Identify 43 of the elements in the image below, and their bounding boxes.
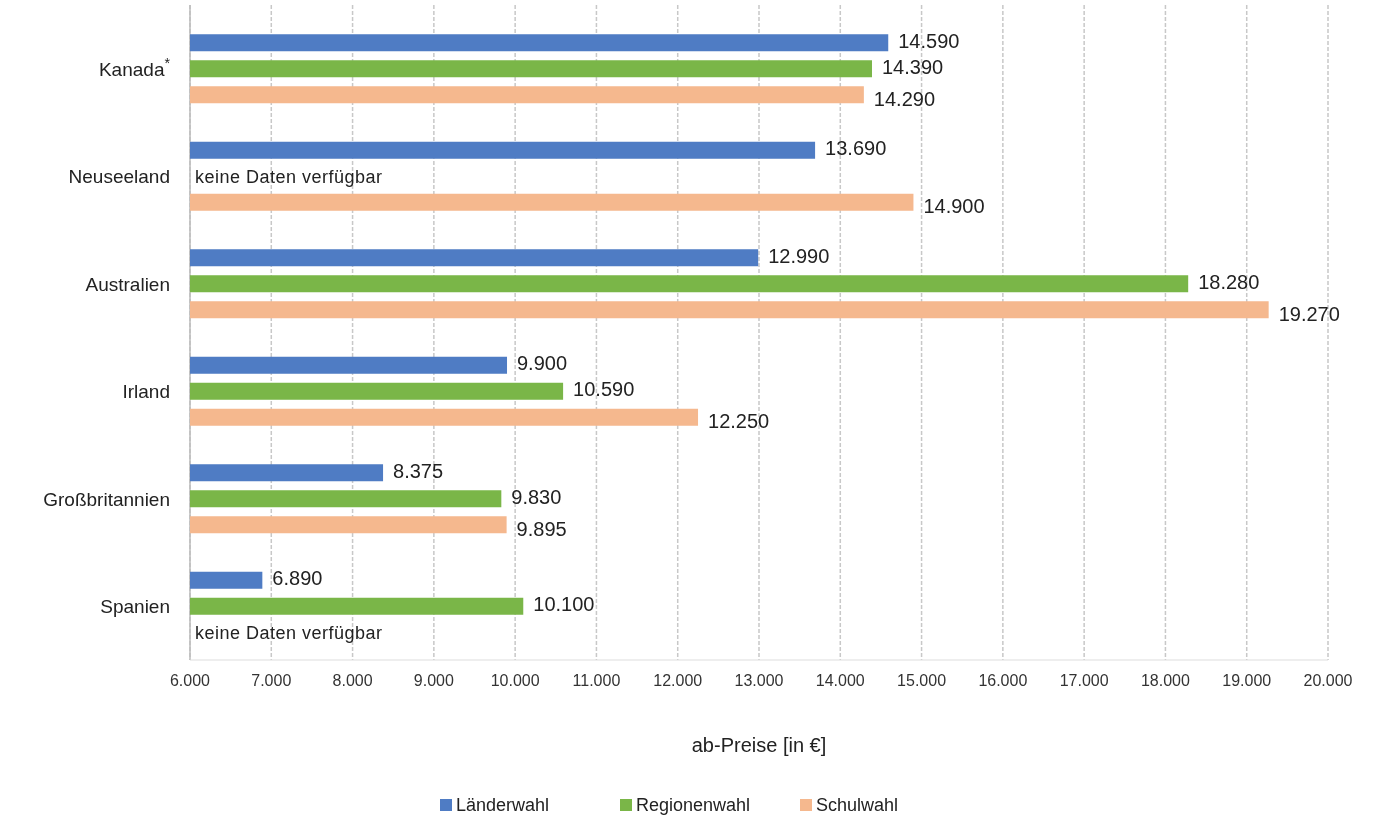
x-tick-label: 20.000 bbox=[1303, 672, 1353, 689]
x-tick-label: 13.000 bbox=[734, 672, 784, 689]
x-tick-label: 12.000 bbox=[653, 672, 703, 689]
legend-label: Regionenwahl bbox=[636, 795, 751, 816]
x-axis-title: ab-Preise [in €] bbox=[691, 734, 827, 756]
x-tick-label: 14.000 bbox=[815, 672, 865, 689]
data-label: 8.375 bbox=[393, 459, 444, 482]
data-label: 10.590 bbox=[573, 378, 635, 401]
legend-label: Schulwahl bbox=[816, 795, 899, 816]
data-label: 14.290 bbox=[873, 87, 936, 110]
x-tick-label: 19.000 bbox=[1222, 672, 1272, 689]
x-tick-label: 15.000 bbox=[897, 672, 947, 689]
data-label: 12.250 bbox=[708, 410, 770, 433]
data-label: 14.390 bbox=[881, 55, 944, 78]
x-tick-label: 9.000 bbox=[413, 672, 454, 689]
data-label: 14.590 bbox=[898, 29, 960, 52]
data-label: 13.690 bbox=[825, 137, 887, 160]
data-label: 9.900 bbox=[517, 352, 568, 375]
data-label: 10.100 bbox=[533, 593, 595, 616]
y-tick-label: Australien bbox=[85, 273, 170, 295]
y-tick-label: Kanada$^{*}$ bbox=[98, 54, 171, 80]
data-label: 19.270 bbox=[1278, 302, 1340, 325]
data-label: 9.895 bbox=[516, 517, 567, 540]
x-tick-label: 18.000 bbox=[1140, 672, 1190, 689]
x-tick-label: 8.000 bbox=[332, 672, 373, 689]
data-label: 12.990 bbox=[768, 244, 830, 267]
y-tick-label: Irland bbox=[122, 381, 170, 403]
data-label: 9.830 bbox=[511, 485, 562, 508]
x-tick-label: 17.000 bbox=[1059, 672, 1109, 689]
annotation: keine Daten verfügbar bbox=[195, 166, 383, 187]
data-label: 6.890 bbox=[272, 567, 323, 590]
x-tick-label: 10.000 bbox=[490, 672, 540, 689]
annotation: keine Daten verfügbar bbox=[195, 622, 383, 643]
data-label: 14.900 bbox=[923, 195, 985, 218]
legend-label: Länderwahl bbox=[456, 795, 550, 816]
x-tick-label: 7.000 bbox=[251, 672, 292, 689]
x-tick-label: 11.000 bbox=[572, 672, 621, 689]
data-label: 18.280 bbox=[1198, 270, 1260, 293]
x-tick-label: 6.000 bbox=[169, 672, 211, 689]
y-tick-label: Spanien bbox=[100, 596, 170, 618]
y-tick-label: Großbritannien bbox=[43, 488, 170, 510]
y-tick-label: Neuseeland bbox=[68, 166, 170, 188]
x-tick-label: 16.000 bbox=[978, 672, 1028, 689]
